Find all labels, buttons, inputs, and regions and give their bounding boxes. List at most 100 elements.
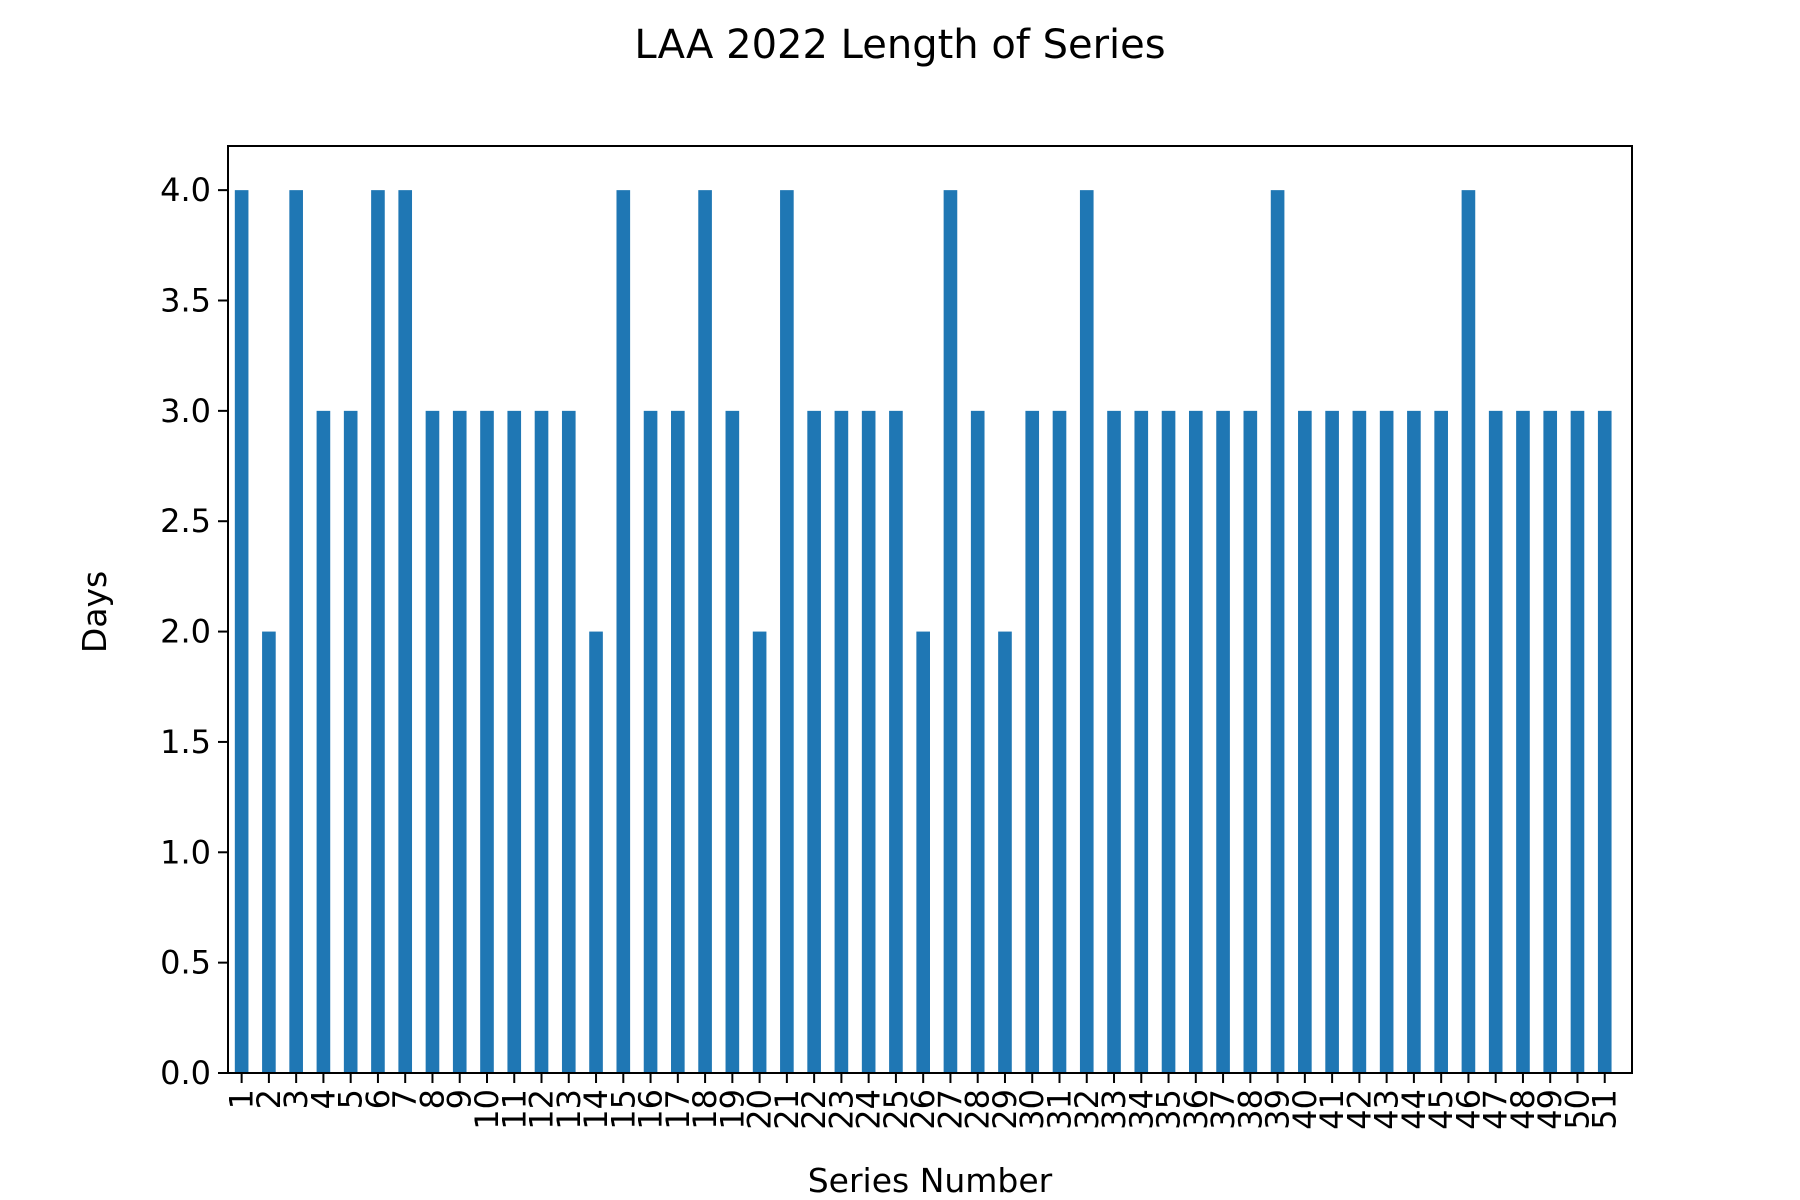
x-tick-label: 14 (577, 1089, 615, 1130)
x-tick-label: 37 (1204, 1089, 1242, 1130)
x-tick-label: 36 (1177, 1089, 1215, 1130)
x-tick-label: 8 (413, 1089, 451, 1109)
y-tick-label: 1.5 (160, 723, 211, 761)
bar-series-42 (1352, 410, 1367, 1073)
x-tick-label: 11 (495, 1089, 533, 1130)
bar-series-29 (998, 631, 1012, 1073)
bar-series-27 (943, 190, 958, 1074)
y-axis-label: Days (75, 571, 114, 653)
bar-series-46 (1461, 190, 1476, 1074)
x-tick-label: 39 (1259, 1089, 1297, 1130)
bar-series-21 (780, 190, 794, 1074)
y-tick-label: 0.0 (160, 1054, 211, 1092)
y-tick-label: 1.0 (160, 833, 211, 871)
y-tick-label: 2.5 (160, 502, 211, 540)
bar-series-25 (889, 410, 903, 1073)
bar-series-40 (1298, 410, 1312, 1073)
x-tick-label: 34 (1122, 1089, 1160, 1130)
x-axis: 1234567891011121314151617181920212223242… (223, 1073, 1624, 1130)
bar-series-50 (1570, 410, 1585, 1073)
bar-series-35 (1161, 410, 1176, 1073)
bar-series-32 (1079, 190, 1094, 1074)
x-tick-label: 42 (1340, 1089, 1378, 1130)
x-tick-label: 21 (768, 1089, 806, 1130)
x-tick-label: 47 (1477, 1089, 1515, 1130)
x-tick-label: 50 (1558, 1089, 1596, 1130)
y-tick-label: 3.0 (160, 392, 211, 430)
bar-series-33 (1107, 410, 1121, 1073)
x-tick-label: 29 (986, 1089, 1024, 1130)
bar-series-51 (1597, 410, 1612, 1073)
bar-series-14 (589, 631, 603, 1073)
x-tick-label: 26 (904, 1089, 942, 1130)
x-tick-label: 12 (523, 1089, 561, 1130)
x-tick-label: 16 (632, 1089, 670, 1130)
x-tick-label: 43 (1368, 1089, 1406, 1130)
bar-series-1 (234, 190, 249, 1074)
bar-series-12 (534, 410, 549, 1073)
bar-series-24 (861, 410, 876, 1073)
x-tick-label: 15 (604, 1089, 642, 1130)
y-tick-label: 0.5 (160, 944, 211, 982)
x-tick-label: 33 (1095, 1089, 1133, 1130)
bar-series-28 (970, 410, 985, 1073)
x-tick-label: 49 (1531, 1089, 1569, 1130)
x-tick-label: 6 (359, 1089, 397, 1109)
bars-group (234, 190, 1612, 1074)
x-tick-label: 32 (1068, 1089, 1106, 1130)
x-tick-label: 25 (877, 1089, 915, 1130)
x-tick-label: 48 (1504, 1089, 1542, 1130)
bar-series-37 (1216, 410, 1230, 1073)
bar-series-8 (425, 410, 440, 1073)
x-tick-label: 17 (659, 1089, 697, 1130)
x-tick-label: 23 (822, 1089, 860, 1130)
bar-series-7 (398, 190, 413, 1074)
y-tick-label: 3.5 (160, 282, 211, 320)
y-tick-label: 2.0 (160, 613, 211, 651)
x-tick-label: 31 (1040, 1089, 1078, 1130)
x-axis-label: Series Number (808, 1161, 1053, 1200)
x-tick-label: 24 (850, 1089, 888, 1130)
y-axis: 0.0 0.5 1.0 1.5 2.0 2.5 3.0 3.5 4.0 (160, 171, 228, 1092)
x-tick-label: 44 (1395, 1089, 1433, 1130)
x-tick-label: 9 (441, 1089, 479, 1109)
chart-title: LAA 2022 Length of Series (634, 22, 1165, 68)
bar-series-39 (1270, 190, 1285, 1074)
plot-frame (227, 145, 1633, 1074)
bar-series-34 (1134, 410, 1149, 1073)
bar-series-36 (1188, 410, 1203, 1073)
bar-series-2 (262, 631, 276, 1073)
bar-series-38 (1243, 410, 1258, 1073)
bar-series-19 (725, 410, 740, 1073)
x-tick-label: 10 (468, 1089, 506, 1130)
x-tick-label: 3 (277, 1089, 315, 1109)
bar-series-43 (1379, 410, 1394, 1073)
x-tick-label: 5 (332, 1089, 370, 1109)
bar-series-13 (561, 410, 576, 1073)
x-tick-label: 40 (1286, 1089, 1324, 1130)
x-tick-label: 13 (550, 1089, 588, 1130)
bar-series-17 (671, 410, 685, 1073)
x-tick-label: 18 (686, 1089, 724, 1130)
bar-series-49 (1543, 410, 1558, 1073)
x-tick-label: 20 (741, 1089, 779, 1130)
bar-series-30 (1025, 410, 1040, 1073)
bar-series-5 (343, 410, 358, 1073)
bar-series-18 (698, 190, 712, 1074)
x-tick-label: 35 (1150, 1089, 1188, 1130)
bar-series-11 (507, 410, 522, 1073)
x-tick-label: 46 (1449, 1089, 1487, 1130)
x-tick-label: 38 (1231, 1089, 1269, 1130)
x-tick-label: 2 (250, 1089, 288, 1109)
x-tick-label: 19 (713, 1089, 751, 1130)
x-tick-label: 27 (931, 1089, 969, 1130)
bar-series-10 (480, 410, 494, 1073)
x-tick-label: 7 (386, 1089, 424, 1109)
x-tick-label: 30 (1013, 1089, 1051, 1130)
x-tick-label: 51 (1586, 1089, 1624, 1130)
bar-series-23 (834, 410, 849, 1073)
bar-series-44 (1407, 410, 1421, 1073)
bar-series-41 (1325, 410, 1339, 1073)
x-tick-label: 41 (1313, 1089, 1351, 1130)
